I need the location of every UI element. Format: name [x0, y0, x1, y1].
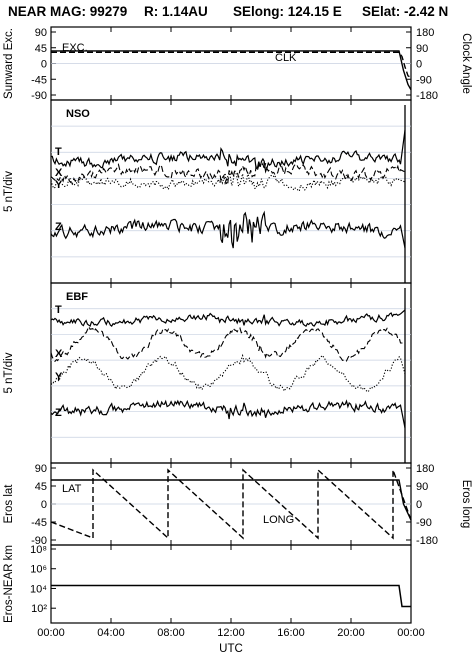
y-axis-label: Eros lat: [3, 484, 15, 524]
y-tick-label: 0: [41, 59, 47, 71]
title-distance: R: 1.14AU: [144, 4, 208, 19]
title-mission: NEAR MAG: 99279: [8, 4, 128, 19]
x-axis-label: UTC: [219, 643, 243, 655]
y-axis-label: 5 nT/div: [3, 352, 15, 393]
component-label-t: T: [55, 304, 62, 316]
panel-frame-dist: [50, 544, 412, 624]
y-tick-label: 45: [35, 481, 47, 493]
x-tick-label: 20:00: [337, 627, 365, 639]
title-selong: SElong: 124.15 E: [233, 4, 342, 19]
component-label-x: X: [55, 167, 63, 179]
y-tick-label: -45: [31, 74, 47, 86]
y-tick-label: 90: [35, 463, 47, 475]
series-clk-line: [51, 50, 412, 91]
annotation-long: LONG: [263, 514, 294, 526]
y-tick-label: 10⁴: [30, 583, 47, 595]
component-label-y: Y: [55, 179, 63, 191]
component-label-z: Z: [55, 407, 62, 419]
x-tick-label: 04:00: [97, 627, 125, 639]
series-long-line: [50, 468, 412, 540]
series-t-ebf: [50, 309, 406, 328]
series-x-nso: [50, 161, 406, 186]
panel-frame-ebf: [50, 282, 412, 464]
y-right-tick-label: 90: [416, 43, 428, 55]
annotation-exc: EXC.: [62, 42, 88, 54]
annotation-clk: CLK: [275, 52, 297, 64]
component-label-y: Y: [55, 371, 63, 383]
x-tick-label: 00:00: [37, 627, 65, 639]
y-axis-label: 5 nT/div: [3, 171, 15, 212]
y-tick-label: -45: [31, 517, 47, 529]
series-lat-line: [51, 479, 412, 521]
y-axis-label: Eros-NEAR km: [3, 545, 15, 623]
y-tick-label: 90: [35, 27, 47, 39]
panel-frame-nso: [50, 99, 412, 284]
y-tick-label: 0: [41, 499, 47, 511]
y-right-tick-label: -180: [416, 535, 438, 547]
y-tick-label: 10²: [31, 603, 47, 615]
y-right-tick-label: 0: [416, 499, 422, 511]
y-tick-label: 10⁸: [30, 544, 47, 556]
x-tick-label: 00:00: [397, 627, 425, 639]
y-right-axis-label: Eros long: [460, 480, 472, 529]
series-x-ebf: [50, 325, 405, 363]
y-tick-label: 45: [35, 43, 47, 55]
y-right-tick-label: 180: [416, 463, 434, 475]
panel-label-nso: NSO: [66, 108, 90, 120]
y-right-tick-label: -90: [416, 517, 432, 529]
x-tick-label: 08:00: [157, 627, 185, 639]
series-z-nso: [50, 210, 406, 249]
series-z-ebf: [50, 399, 406, 429]
y-tick-label: -90: [31, 535, 47, 547]
y-right-tick-label: 90: [416, 481, 428, 493]
y-right-tick-label: -180: [416, 90, 438, 102]
plot-title: NEAR MAG: 99279 R: 1.14AU SElong: 124.15…: [8, 2, 470, 24]
series-exc-line: [51, 51, 412, 79]
y-right-axis-label: Clock Angle: [460, 33, 472, 94]
component-label-z: Z: [55, 221, 62, 233]
title-selat: SElat: -2.42 N: [362, 4, 449, 19]
panel-label-ebf: EBF: [66, 291, 88, 303]
y-tick-label: 10⁶: [30, 564, 47, 576]
component-label-t: T: [55, 146, 62, 158]
y-axis-label: Sunward Exc.: [3, 28, 15, 99]
series-t-nso: [50, 129, 406, 174]
y-tick-label: -90: [31, 90, 47, 102]
series-distance-line: [51, 584, 411, 608]
x-tick-label: 12:00: [217, 627, 245, 639]
y-right-tick-label: -90: [416, 74, 432, 86]
series-y-ebf: [50, 353, 406, 393]
x-tick-label: 16:00: [277, 627, 305, 639]
y-right-tick-label: 0: [416, 59, 422, 71]
component-label-x: X: [55, 348, 63, 360]
annotation-lat: LAT: [62, 483, 82, 495]
y-right-tick-label: 180: [416, 27, 434, 39]
